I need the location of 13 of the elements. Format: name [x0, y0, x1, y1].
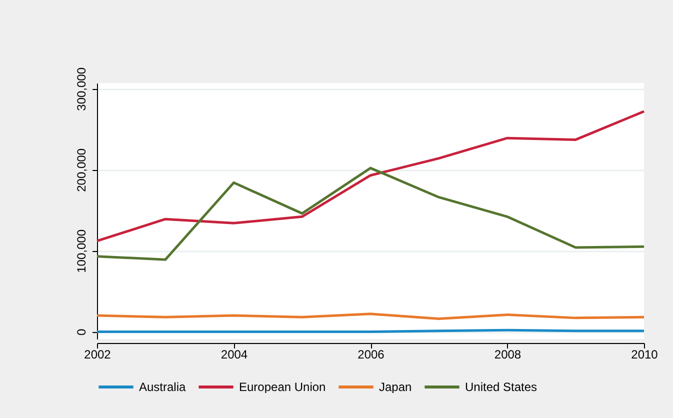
y-tick-label: 200,000	[74, 148, 88, 192]
x-tick-label: 2004	[220, 348, 248, 362]
x-tick-label: 2002	[84, 348, 112, 362]
line-series	[96, 166, 646, 261]
legend-label: United States	[465, 380, 538, 394]
x-tick-label: 2008	[494, 348, 522, 362]
x-tick-label: 2010	[631, 348, 658, 362]
legend-label: Australia	[139, 380, 186, 394]
y-tick-label: 100,000	[74, 229, 88, 273]
line-series	[96, 110, 646, 242]
y-tick-label: 0	[74, 328, 88, 336]
x-tick-label: 2006	[358, 348, 385, 362]
y-tick-label: 300,000	[74, 67, 88, 111]
